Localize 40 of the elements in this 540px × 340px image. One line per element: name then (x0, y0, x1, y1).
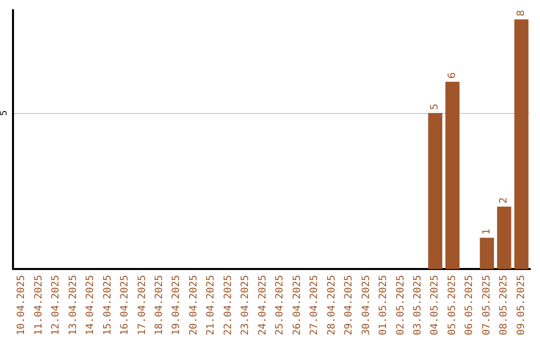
x-tick-label: 07.05.2025 (481, 275, 492, 336)
x-tick-label: 19.04.2025 (171, 275, 182, 336)
bar (514, 19, 528, 269)
x-tick-label: 03.05.2025 (412, 275, 424, 336)
x-tick-label: 14.04.2025 (85, 275, 96, 336)
x-tick-label: 17.04.2025 (136, 275, 148, 336)
data-label: 5 (430, 104, 441, 110)
x-tick-label: 22.04.2025 (222, 275, 234, 336)
x-tick-label: 23.04.2025 (240, 275, 252, 336)
data-label: 6 (446, 72, 458, 79)
data-label: 2 (498, 197, 510, 204)
x-tick-label: 04.05.2025 (430, 275, 441, 336)
x-tick-label: 28.04.2025 (326, 275, 338, 336)
x-tick-label: 09.05.2025 (516, 275, 527, 336)
data-label: 1 (481, 228, 492, 235)
x-tick-label: 26.04.2025 (292, 275, 303, 336)
x-tick-label: 15.04.2025 (102, 275, 114, 336)
x-tick-label: 01.05.2025 (378, 275, 390, 336)
x-tick-label: 11.04.2025 (33, 275, 44, 336)
bar (445, 82, 460, 269)
x-tick-label: 27.04.2025 (309, 275, 320, 336)
x-tick-label: 06.05.2025 (464, 275, 476, 336)
x-tick-label: 05.05.2025 (446, 275, 458, 336)
x-tick-label: 08.05.2025 (498, 275, 510, 336)
x-tick-label: 24.04.2025 (257, 275, 268, 336)
x-tick-label: 18.04.2025 (154, 275, 165, 336)
data-label: 8 (516, 10, 527, 16)
x-tick-label: 02.05.2025 (395, 275, 406, 336)
x-tick-label: 30.04.2025 (360, 275, 372, 336)
x-tick-label: 29.04.2025 (344, 275, 355, 336)
bar (480, 238, 494, 269)
x-tick-label: 10.04.2025 (16, 275, 28, 336)
x-tick-label: 21.04.2025 (206, 275, 217, 336)
bar (497, 206, 512, 269)
x-tick-label: 12.04.2025 (50, 275, 62, 336)
x-tick-label: 13.04.2025 (68, 275, 79, 336)
x-tick-label: 16.04.2025 (120, 275, 131, 336)
bar (428, 112, 442, 269)
x-tick-label: 20.04.2025 (188, 275, 200, 336)
x-tick-label: 25.04.2025 (274, 275, 286, 336)
